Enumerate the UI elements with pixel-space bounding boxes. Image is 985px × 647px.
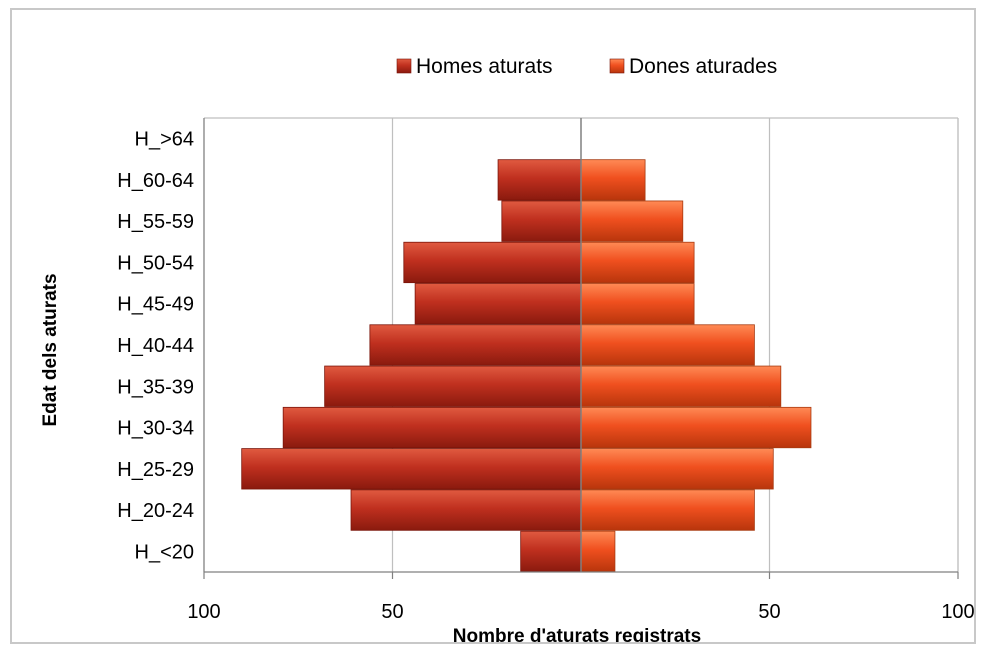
bars-layer [241,159,812,572]
category-label-3: H_30-34 [117,418,194,440]
bar-homes-3 [282,406,582,449]
x-tick-label-3: 100 [941,601,974,623]
category-label-4: H_35-39 [117,376,194,398]
bar-homes-8 [501,200,582,242]
bar-dones-0 [580,530,616,572]
chart-svg: H_<20 H_20-24 H_25-29 H_30-34 H_35-39 H_40-44… [40,55,974,642]
legend-item-dones-swatch [609,58,625,74]
bar-dones-5 [580,324,755,366]
bar-dones-9 [580,159,646,201]
bar-homes-0 [520,530,582,572]
bar-dones-6 [580,283,695,325]
category-label-5: H_40-44 [117,335,194,357]
category-label-8: H_55-59 [117,211,194,233]
bar-dones-2 [580,448,774,490]
category-label-0: H_<20 [135,541,195,563]
legend-item-homes-swatch [396,58,412,74]
bar-homes-5 [369,324,582,366]
bar-homes-1 [350,489,582,531]
bar-homes-7 [403,241,582,284]
bar-dones-7 [580,241,695,284]
bar-homes-2 [241,448,582,490]
bar-dones-8 [580,200,684,242]
legend: Homes aturats Dones aturades [396,55,777,78]
bar-homes-4 [324,365,582,407]
category-label-6: H_45-49 [117,294,194,316]
category-label-9: H_60-64 [117,170,194,192]
bar-homes-9 [497,159,582,201]
x-tick-label-1: 50 [381,601,403,623]
axis-layer: H_<20 H_20-24 H_25-29 H_30-34 H_35-39 H_40-44… [40,118,974,642]
category-label-2: H_25-29 [117,459,194,481]
legend-item-homes: Homes aturats [396,55,553,78]
y-axis-title: Edat dels aturats [40,273,61,426]
legend-item-dones: Dones aturades [609,55,777,78]
category-label-10: H_>64 [135,129,195,151]
category-label-1: H_20-24 [117,500,194,522]
x-tick-label-0: 100 [187,601,220,623]
x-tick-label-2: 50 [758,601,780,623]
bar-dones-3 [580,406,812,449]
legend-item-homes-label: Homes aturats [416,55,553,78]
bar-dones-4 [580,365,782,407]
chart-frame: H_<20 H_20-24 H_25-29 H_30-34 H_35-39 H_40-44… [10,8,976,644]
bar-homes-6 [414,283,582,325]
bar-dones-1 [580,489,755,531]
x-axis-title: Nombre d'aturats registrats [453,626,701,642]
category-label-7: H_50-54 [117,252,194,274]
legend-item-dones-label: Dones aturades [629,55,777,78]
